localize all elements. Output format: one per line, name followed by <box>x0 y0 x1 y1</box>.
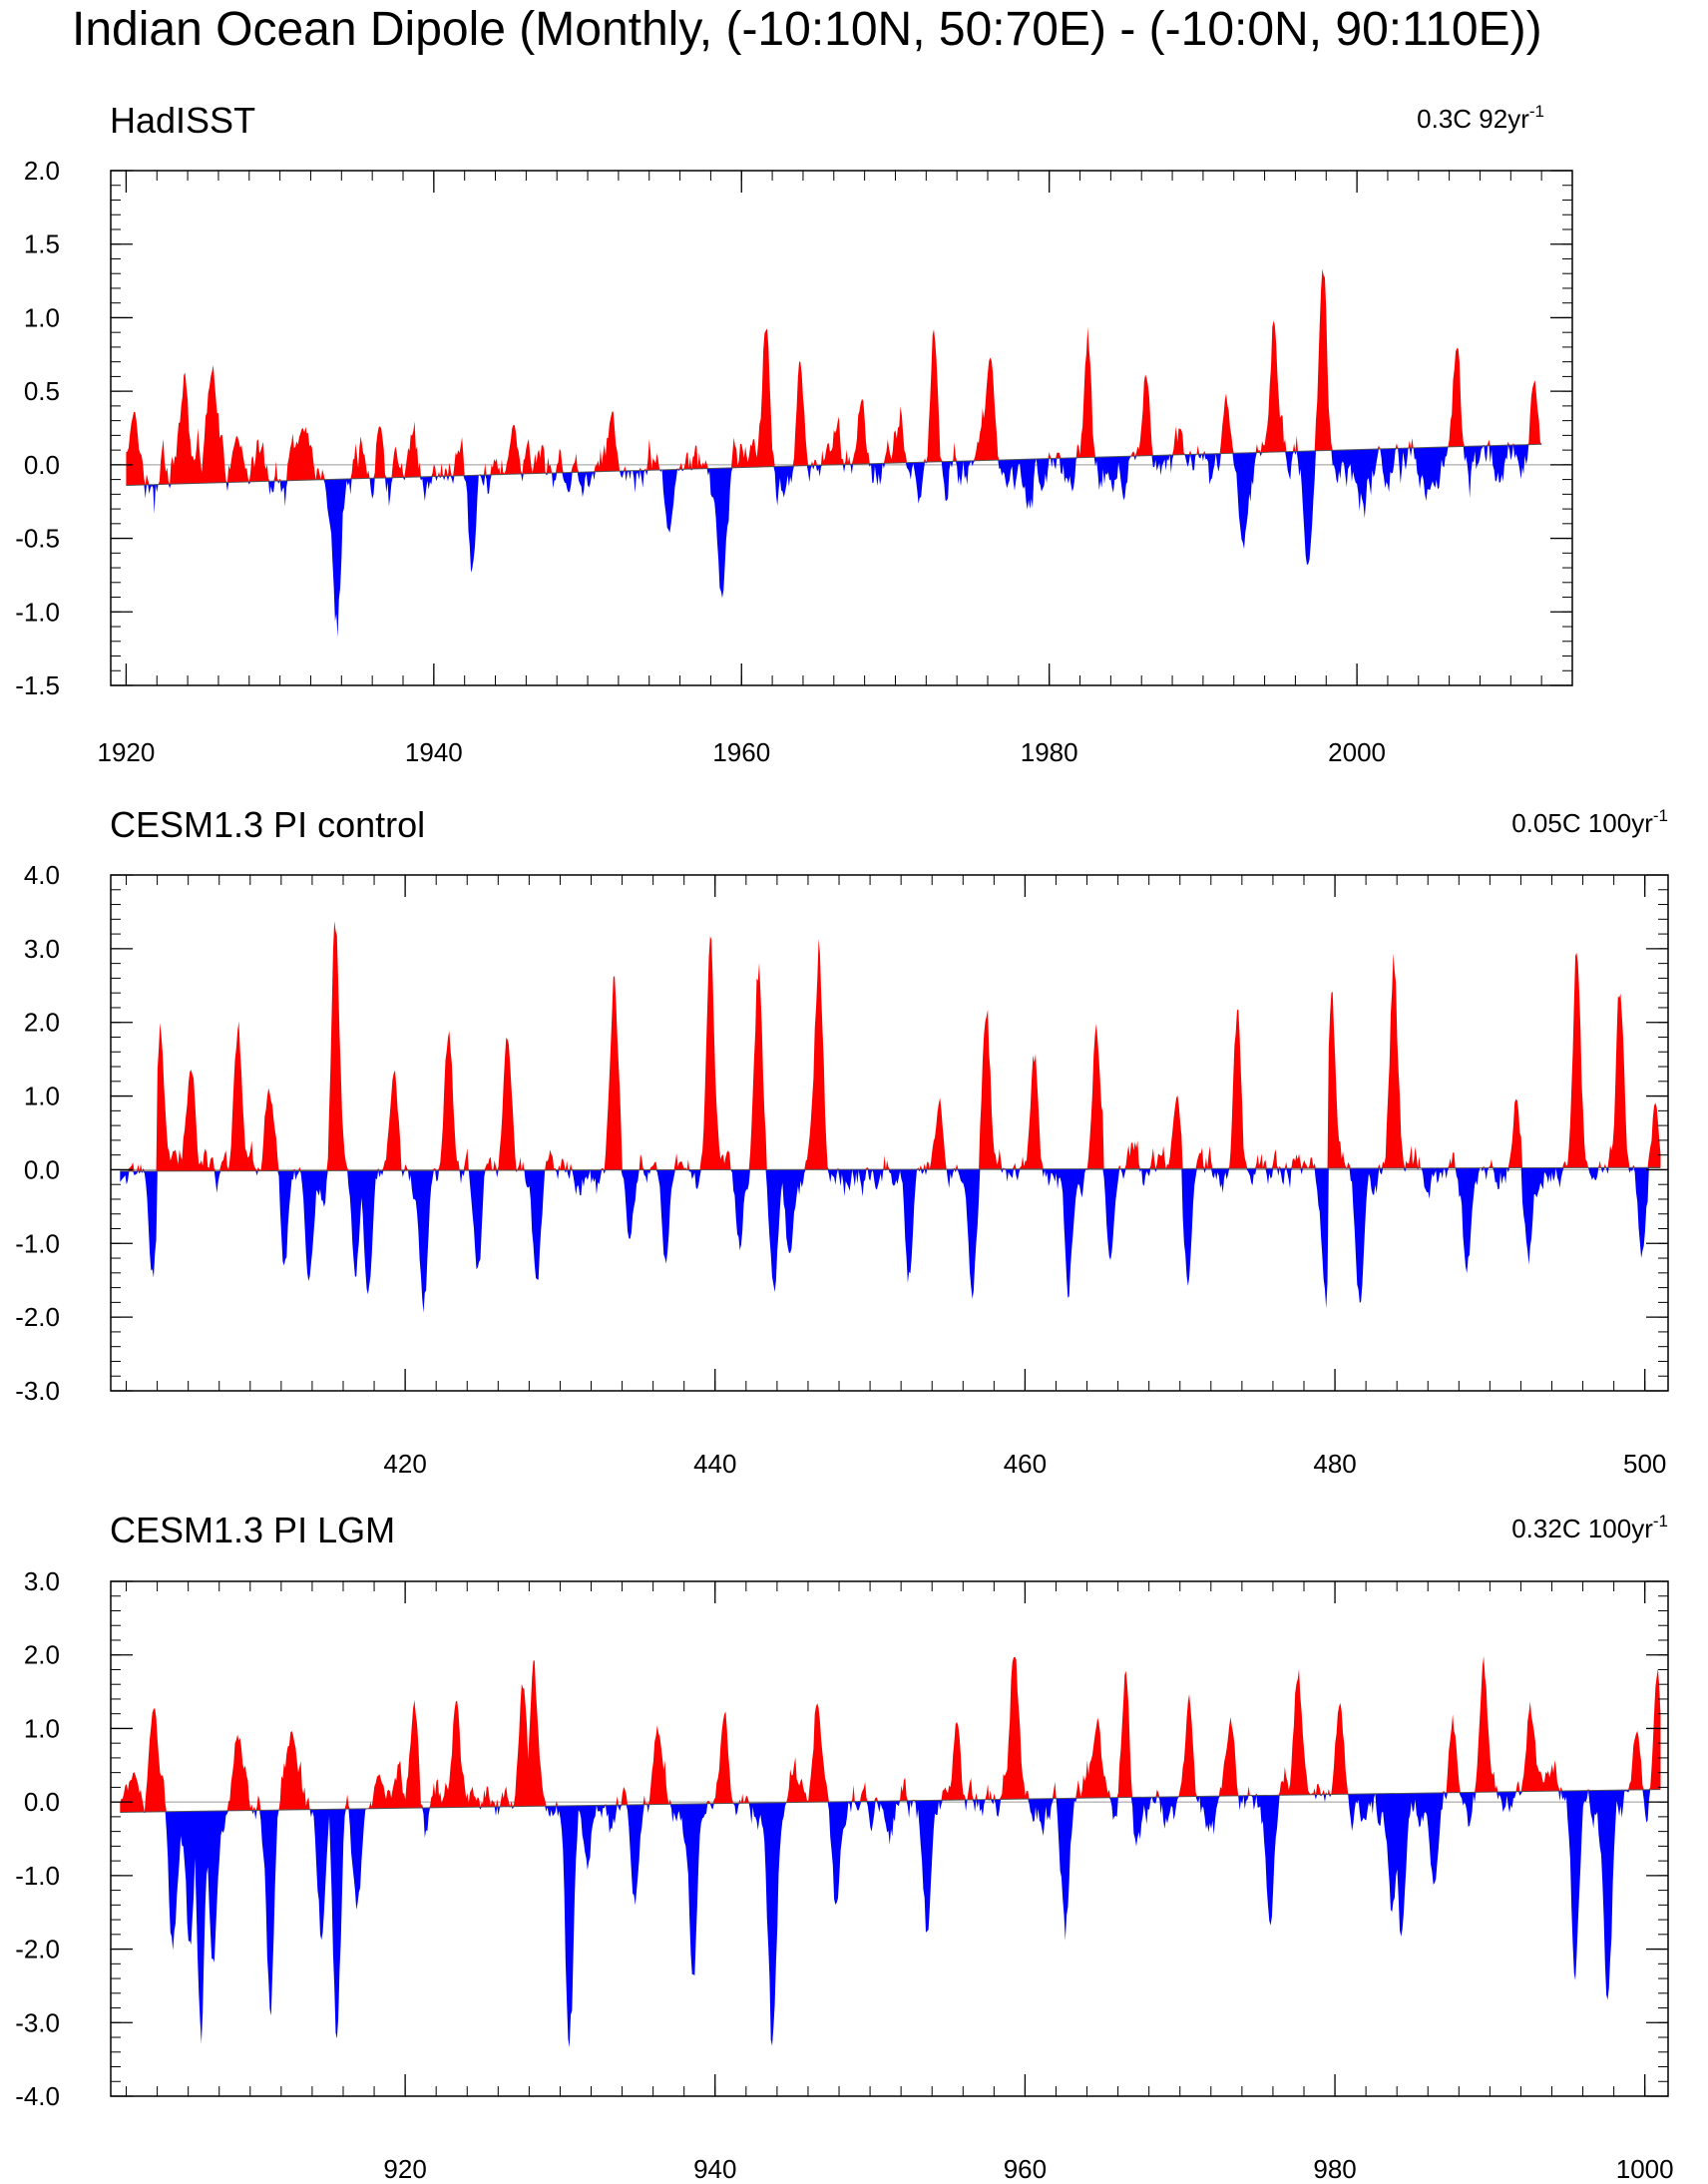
y-tick-label: 3.0 <box>24 934 60 964</box>
y-tick-label: 1.5 <box>24 229 60 259</box>
y-tick-label: 2.0 <box>24 1640 60 1670</box>
trend-value: 0.3C 92yr <box>1417 104 1529 134</box>
series-layer <box>111 1655 1668 2048</box>
y-tick-label: 2.0 <box>24 1008 60 1038</box>
x-tick-label: 1960 <box>712 737 770 767</box>
y-tick-label: 0.5 <box>24 376 60 406</box>
trend-line <box>120 1789 1661 1813</box>
y-tick-label: 0.0 <box>24 1154 60 1184</box>
trend-annotation: 0.32C 100yr-1 <box>1511 1512 1668 1543</box>
positive-anomaly-area <box>120 921 1661 1171</box>
plot-frame <box>110 874 1669 1392</box>
plot-frame <box>110 1580 1669 2097</box>
y-tick-label: -2.0 <box>15 1302 60 1332</box>
y-tick-label: -1.0 <box>15 597 60 627</box>
axes-layer: 2.0 1.5 1.0 0.5 0.0 -0.5 -1.0 -1.5 1920 1940 1960 1… <box>15 156 1573 767</box>
series-layer <box>111 268 1572 639</box>
y-tick-label: -4.0 <box>15 2081 60 2111</box>
panel-title: CESM1.3 PI LGM <box>110 1510 395 1550</box>
y-tick-label: 0.0 <box>24 1787 60 1817</box>
x-tick-label: 2000 <box>1328 737 1386 767</box>
panel-hadisst: HadISST 0.3C 92yr-1 2.0 1.5 1.0 0.5 0.0 -0.5 -… <box>15 100 1573 767</box>
trend-annotation: 0.05C 100yr-1 <box>1511 806 1668 838</box>
axes-layer: 4.0 3.0 2.0 1.0 0.0 -1.0 -2.0 -3.0 420 440 460 480 5… <box>15 860 1669 1479</box>
y-tick-label: -3.0 <box>15 1376 60 1406</box>
trend-annotation: 0.3C 92yr-1 <box>1417 102 1544 134</box>
y-tick-label: 3.0 <box>24 1566 60 1596</box>
x-tick-label: 500 <box>1623 1449 1666 1479</box>
trend-exponent: -1 <box>1653 1512 1668 1530</box>
x-tick-label: 1920 <box>97 737 155 767</box>
negative-anomaly-area <box>120 1167 1661 1313</box>
x-tick-label: 960 <box>1004 2154 1047 2184</box>
trend-line <box>126 443 1542 486</box>
trend-value: 0.32C 100yr <box>1511 1514 1653 1543</box>
panel-title: CESM1.3 PI control <box>110 804 425 845</box>
trend-line <box>120 1166 1661 1172</box>
y-tick-label: 1.0 <box>24 302 60 332</box>
x-tick-label: 920 <box>383 2154 426 2184</box>
y-tick-label: 1.0 <box>24 1713 60 1743</box>
trend-exponent: -1 <box>1653 806 1668 825</box>
trend-exponent: -1 <box>1529 102 1544 121</box>
positive-anomaly-area <box>126 268 1542 486</box>
panel-cesm-pi-lgm: CESM1.3 PI LGM 0.32C 100yr-1 3.0 2.0 1.0 0.… <box>15 1510 1673 2184</box>
y-tick-label: 0.0 <box>24 450 60 480</box>
y-tick-label: -1.0 <box>15 1228 60 1258</box>
negative-anomaly-area <box>126 444 1542 639</box>
x-tick-label: 440 <box>693 1449 736 1479</box>
x-tick-label: 1980 <box>1021 737 1078 767</box>
x-tick-label: 980 <box>1313 2154 1356 2184</box>
y-tick-label: 1.0 <box>24 1082 60 1111</box>
y-tick-label: -1.5 <box>15 670 60 700</box>
x-tick-label: 420 <box>383 1449 426 1479</box>
series-layer <box>111 921 1668 1313</box>
x-tick-label: 1000 <box>1616 2154 1674 2184</box>
x-tick-label: 460 <box>1004 1449 1047 1479</box>
x-tick-label: 480 <box>1313 1449 1356 1479</box>
trend-value: 0.05C 100yr <box>1511 808 1653 838</box>
y-tick-label: -0.5 <box>15 524 60 554</box>
y-tick-label: -3.0 <box>15 2007 60 2037</box>
panel-cesm-pi-control: CESM1.3 PI control 0.05C 100yr-1 4.0 3.0 2… <box>15 804 1669 1479</box>
negative-anomaly-area <box>120 1789 1661 2048</box>
y-tick-label: -1.0 <box>15 1861 60 1891</box>
figure-title: Indian Ocean Dipole (Monthly, (-10:10N, … <box>72 3 1542 56</box>
axes-layer: 3.0 2.0 1.0 0.0 -1.0 -2.0 -3.0 -4.0 920 940 960 980… <box>15 1566 1673 2184</box>
positive-anomaly-area <box>120 1655 1661 1813</box>
y-tick-label: 4.0 <box>24 860 60 890</box>
panel-title: HadISST <box>110 100 255 141</box>
x-tick-label: 1940 <box>405 737 463 767</box>
y-tick-label: 2.0 <box>24 156 60 186</box>
y-tick-label: -2.0 <box>15 1935 60 1965</box>
x-tick-label: 940 <box>693 2154 736 2184</box>
plot-frame <box>110 170 1573 686</box>
